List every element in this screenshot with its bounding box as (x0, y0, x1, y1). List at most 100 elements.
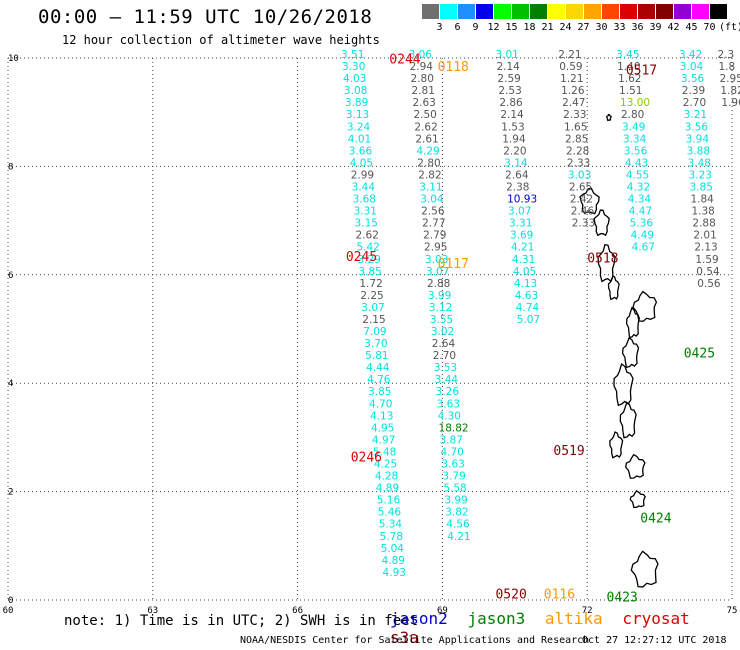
swh-value: 2.21 (558, 49, 581, 61)
swh-value: 2.38 (506, 181, 529, 193)
legend-swatch (602, 4, 619, 19)
map-title: 00:00 – 11:59 UTC 10/26/2018 (38, 6, 373, 28)
swh-value: 3.04 (420, 194, 444, 206)
atoll-outline (607, 275, 620, 301)
swh-value: 2.70 (433, 350, 456, 362)
swh-value: 5.46 (378, 507, 402, 519)
swh-value: 4.13 (370, 410, 393, 422)
swh-value: 4.31 (512, 254, 535, 266)
swh-value: 1.8 (718, 61, 735, 73)
swh-value: 2.01 (693, 230, 716, 242)
swh-value: 4.76 (367, 374, 391, 386)
swh-value: 3.88 (687, 145, 710, 157)
swh-value: 3.12 (429, 302, 452, 314)
swh-value: 3.29 (357, 254, 380, 266)
swh-value: 2.79 (423, 230, 446, 242)
y-tick-label: 0 (8, 596, 13, 606)
sat-jason2-label: jason2 (390, 609, 448, 628)
legend-label: 18 (523, 22, 536, 33)
legend-swatch (674, 4, 691, 19)
legend-swatch (638, 4, 655, 19)
swh-value: 5.07 (517, 314, 540, 326)
legend-label: 12 (487, 22, 500, 33)
swh-value: 2.63 (412, 97, 435, 109)
legend-swatch (566, 4, 583, 19)
swh-value: 3.85 (358, 266, 381, 278)
legend-swatch (548, 4, 565, 19)
swh-value: 3.03 (568, 169, 591, 181)
swh-value: 3.03 (425, 254, 448, 266)
swh-value: 2.20 (503, 145, 526, 157)
sat-s3a-label: s3a (390, 628, 419, 647)
swh-value: 4.28 (375, 471, 398, 483)
swh-value: 4.93 (383, 567, 406, 579)
swh-value: 2.28 (566, 145, 589, 157)
swh-value: 3.07 (508, 206, 531, 218)
swh-value: 2.56 (421, 206, 445, 218)
legend-swatch (710, 4, 727, 19)
swh-value: 2.39 (682, 85, 705, 97)
swh-value: 2.14 (500, 109, 524, 121)
swh-value: 3.07 (426, 266, 449, 278)
swh-value: 2.64 (432, 338, 456, 350)
swh-value: 4.21 (447, 531, 470, 543)
swh-value: 3.85 (368, 386, 391, 398)
swh-value: 4.95 (371, 422, 394, 434)
swh-value: 2.50 (413, 109, 436, 121)
atoll-outline (613, 363, 634, 407)
swh-value: 1.72 (359, 278, 382, 290)
map-grid (7, 57, 733, 601)
legend-swatch (422, 4, 439, 19)
swh-value: 2.3 (718, 49, 735, 61)
x-tick-label: 69 (437, 606, 448, 616)
swh-value: 4.25 (374, 459, 397, 471)
legend-label: 45 (685, 22, 698, 33)
swh-value: 2.33 (572, 218, 595, 230)
x-tick-label: 60 (3, 606, 14, 616)
legend-swatch (494, 4, 511, 19)
legend-label: 6 (454, 22, 461, 33)
swh-value: 3.70 (364, 338, 387, 350)
swh-value: 3.21 (684, 109, 707, 121)
swh-value: 3.07 (361, 302, 384, 314)
pass-time-label: 0424 (640, 512, 671, 527)
swh-value: 5.81 (365, 350, 388, 362)
swh-value: 5.16 (377, 495, 401, 507)
legend-swatch (458, 4, 475, 19)
swh-value: 2.80 (621, 109, 644, 121)
swh-value: 4.29 (416, 145, 439, 157)
swh-value: 2.70 (683, 97, 706, 109)
x-tick-label: 75 (727, 606, 738, 616)
swh-value: 4.70 (440, 446, 463, 458)
legend-swatch (692, 4, 709, 19)
legend-swatch (530, 4, 547, 19)
swh-value: 3.55 (430, 314, 453, 326)
swh-value: 4.32 (627, 181, 650, 193)
swh-value: 3.34 (623, 133, 647, 145)
swh-value: 3.99 (428, 290, 451, 302)
sat-jason3-label: jason3 (467, 609, 526, 628)
atoll-outline (593, 209, 610, 237)
swh-value: 3.26 (436, 386, 460, 398)
swh-value: 3.51 (341, 49, 364, 61)
swh-value: 3.44 (352, 181, 376, 193)
legend-label: 24 (559, 22, 572, 33)
y-tick-label: 2 (8, 488, 13, 498)
swh-value: 3.99 (444, 495, 467, 507)
swh-value: 2.42 (570, 194, 593, 206)
legend-label: 33 (613, 22, 626, 33)
swh-value: 3.11 (419, 181, 442, 193)
swh-value: 3.49 (622, 121, 645, 133)
swh-value: 3.48 (688, 157, 711, 169)
atoll-outline (579, 187, 600, 215)
swh-value: 4.03 (343, 73, 366, 85)
swh-value: 2.88 (692, 218, 715, 230)
swh-value: 3.63 (441, 459, 464, 471)
swh-value: 4.63 (515, 290, 538, 302)
swh-value: 3.13 (346, 109, 369, 121)
swh-value: 1.96 (721, 97, 740, 109)
credit-line: NOAA/NESDIS Center for Satellite Applica… (240, 635, 590, 646)
swh-value: 2.33 (567, 157, 590, 169)
legend-label: 3 (436, 22, 443, 33)
